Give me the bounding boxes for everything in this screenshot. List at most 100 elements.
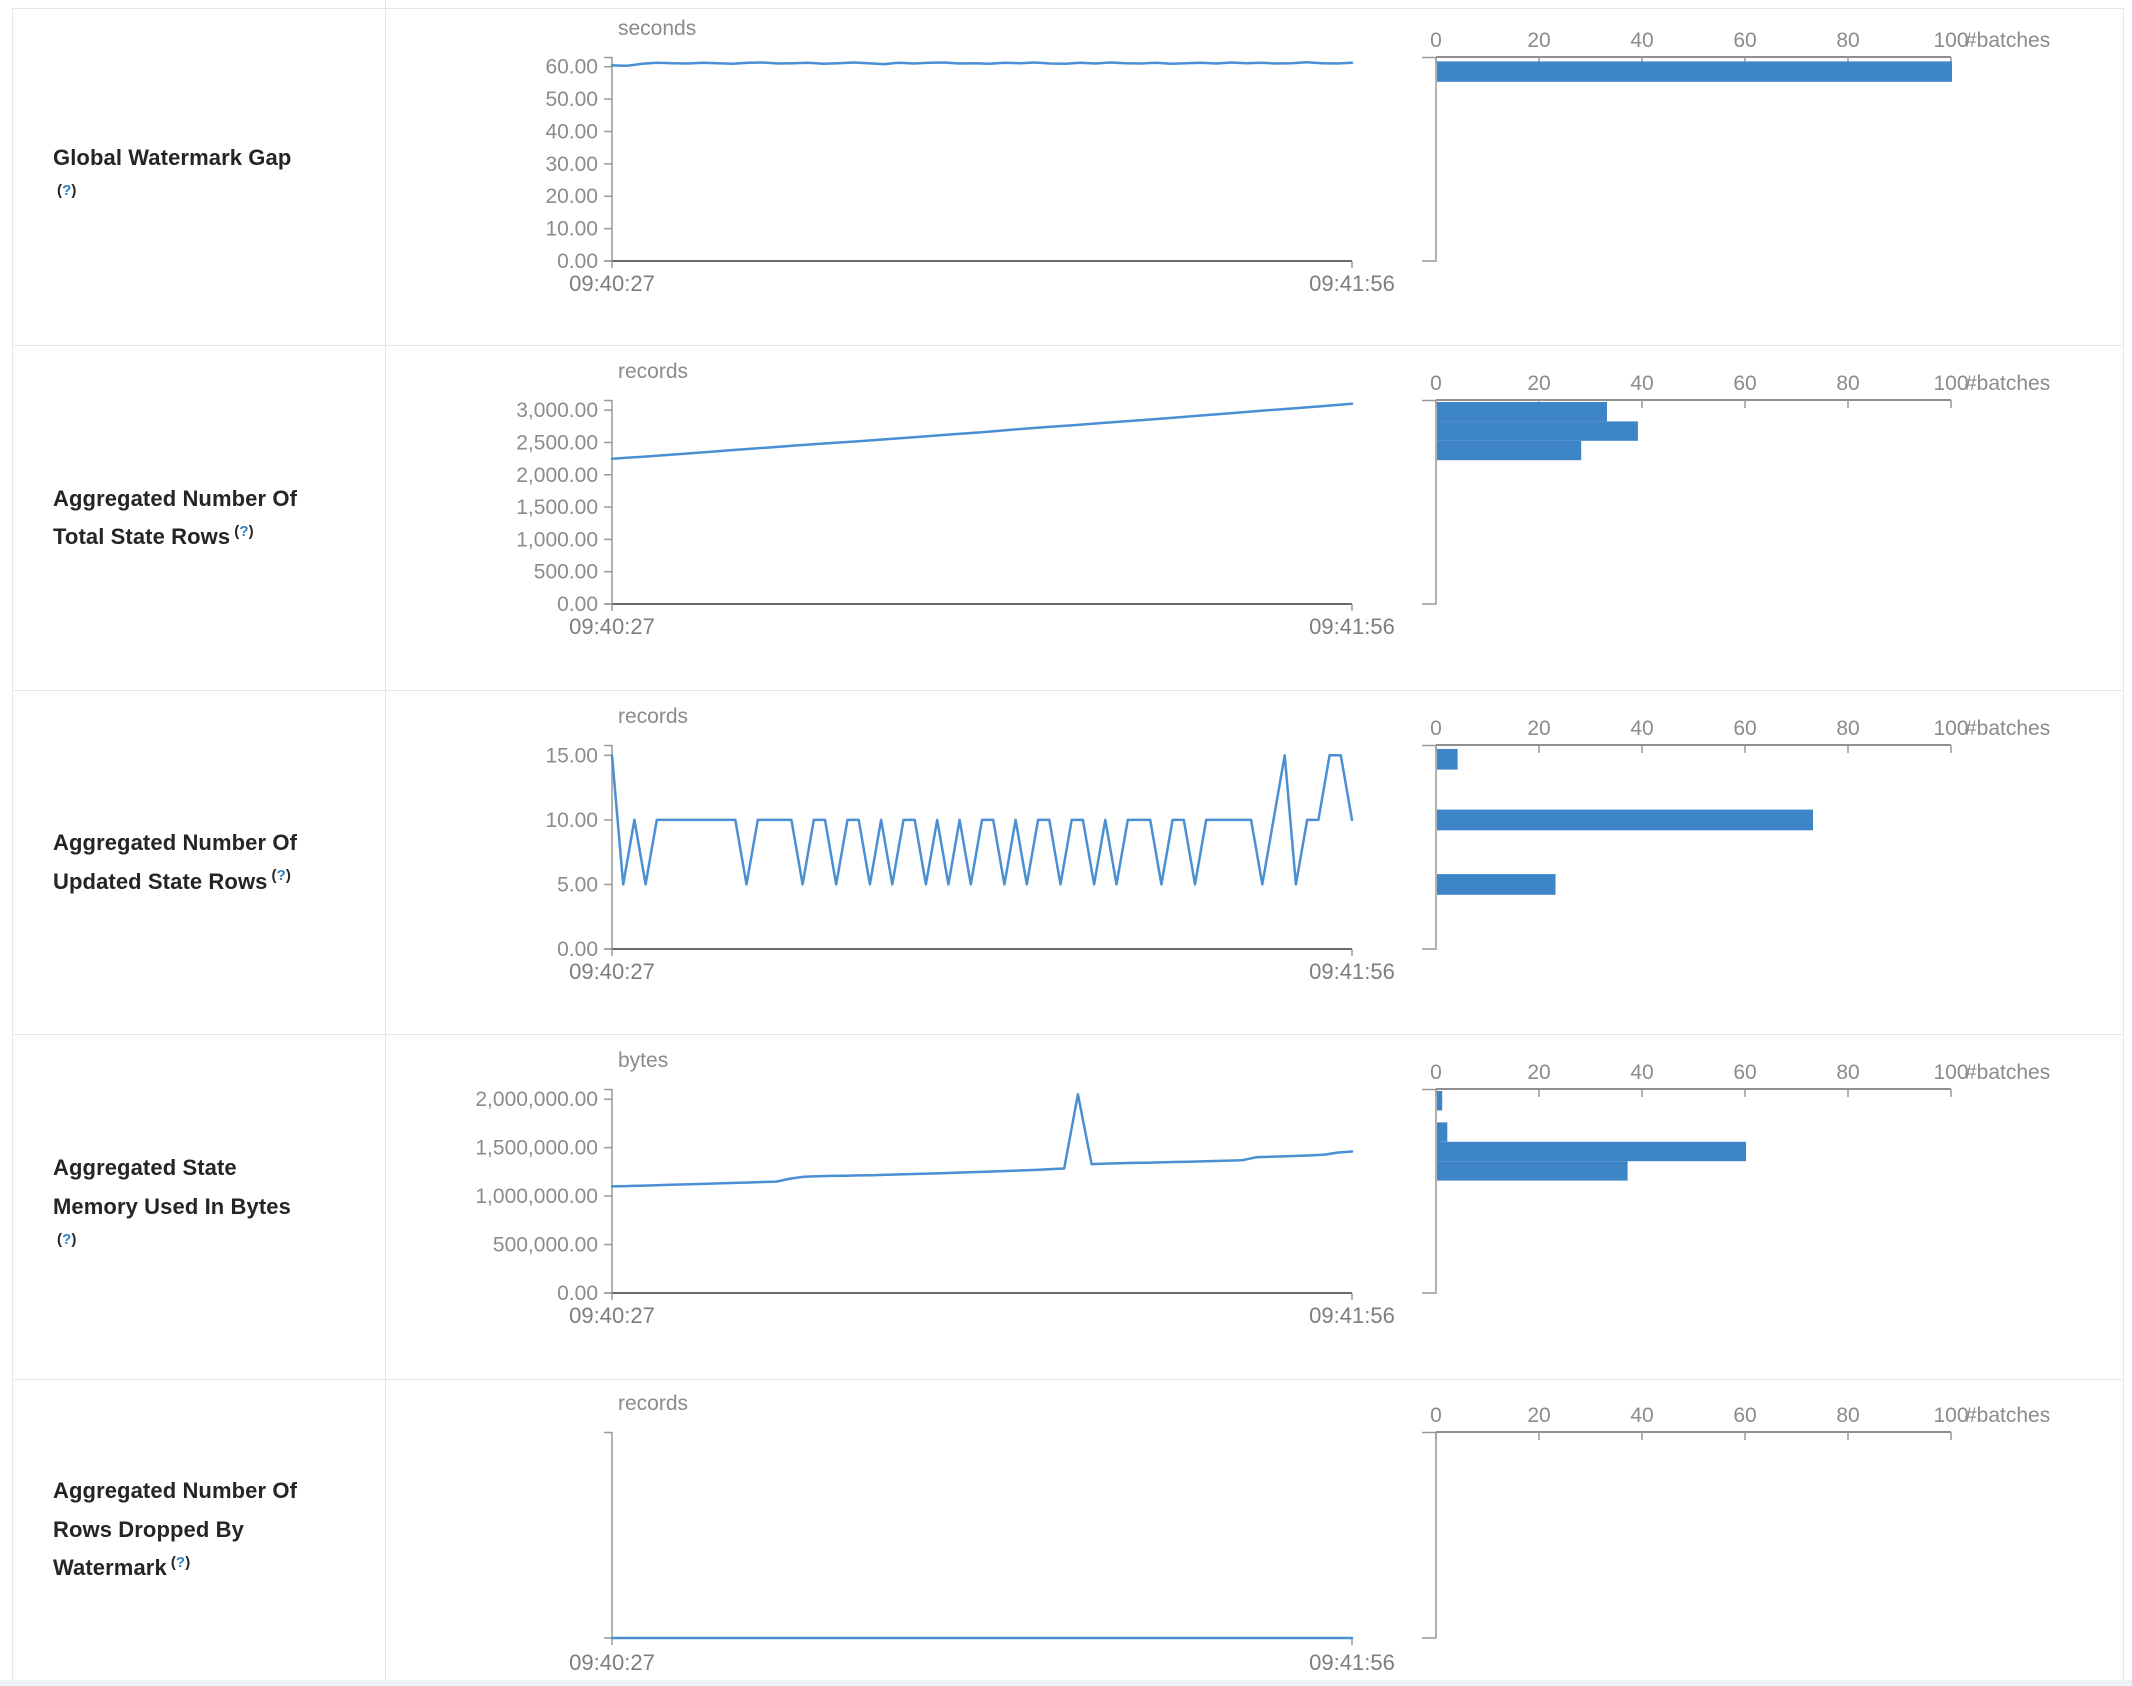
histogram-tick-label: 100 — [1933, 717, 1968, 740]
help-question-icon: ? — [175, 1553, 186, 1571]
histogram-y-axis — [1422, 744, 1437, 950]
batches-axis-label: #batches — [1965, 372, 2050, 395]
timeline-line — [610, 754, 1354, 886]
histogram-tick-label: 60 — [1733, 1404, 1756, 1427]
y-tick-label: 1,000,000.00 — [475, 1185, 598, 1208]
help-paren-close: ) — [285, 867, 291, 885]
x-start-label: 09:40:27 — [569, 614, 655, 639]
timeline-and-histogram-chart: records 3,000.00 2,500.00 2,000.00 1,500.00 1… — [516, 360, 2050, 639]
y-tick-label: 15.00 — [545, 744, 598, 767]
y-tick-label: 500,000.00 — [493, 1234, 598, 1257]
column-divider — [385, 0, 386, 8]
help-paren-close: ) — [71, 181, 77, 199]
metric-title-text: Aggregated State Memory Used In Bytes — [53, 1155, 291, 1219]
metric-label-cell: Aggregated State Memory Used In Bytes (?) — [13, 1035, 386, 1379]
histogram-tick-label: 0 — [1430, 29, 1442, 52]
y-tick-label: 2,500.00 — [516, 432, 598, 455]
x-start-label: 09:40:27 — [569, 1650, 655, 1675]
histogram-tick-label: 40 — [1630, 1404, 1653, 1427]
previous-row-sliver — [12, 0, 2124, 8]
metric-title: Aggregated Number Of Rows Dropped By Water… — [53, 1472, 297, 1588]
y-tick-label: 40.00 — [545, 120, 598, 143]
help-question-icon: ? — [276, 867, 286, 885]
help-link[interactable]: (?) — [272, 867, 291, 884]
unit-label: bytes — [618, 1049, 668, 1072]
timeline-line — [610, 1093, 1354, 1188]
metric-label-cell: Aggregated Number Of Updated State Rows (?… — [13, 691, 386, 1034]
help-paren-close: ) — [248, 522, 254, 540]
charts-cell: records 3,000.00 2,500.00 2,000.00 1,500.00 1… — [386, 346, 2123, 690]
y-tick-label: 2,000,000.00 — [475, 1088, 598, 1111]
x-start-label: 09:40:27 — [569, 271, 655, 296]
help-question-icon: ? — [62, 181, 72, 199]
histogram-tick-label: 60 — [1733, 717, 1756, 740]
histogram-tick-label: 60 — [1733, 1061, 1756, 1084]
histogram-tick-label: 100 — [1933, 1061, 1968, 1084]
histogram-tick-label: 20 — [1527, 29, 1550, 52]
y-tick-label: 0.00 — [557, 1282, 598, 1305]
y-tick-label: 10.00 — [545, 809, 598, 832]
help-paren-close: ) — [185, 1553, 191, 1571]
charts-cell: records 15.00 10.00 5.00 0.00 09:40:27 09:41:5… — [386, 691, 2123, 1034]
unit-label: seconds — [618, 17, 696, 40]
histogram-bar — [1437, 1161, 1628, 1181]
batches-axis-label: #batches — [1965, 1404, 2050, 1427]
metric-title-text: Aggregated Number Of Updated State Rows — [53, 830, 298, 894]
help-paren-open: ( — [170, 1553, 176, 1571]
histogram-tick-label: 80 — [1836, 29, 1859, 52]
timeline-line — [610, 402, 1354, 460]
batches-axis-label: #batches — [1965, 29, 2050, 52]
help-question-icon: ? — [62, 1230, 72, 1248]
help-link[interactable]: (?) — [171, 1554, 190, 1571]
help-link[interactable]: (?) — [57, 182, 76, 199]
y-tick-label: 0.00 — [557, 938, 598, 961]
metric-title: Aggregated Number Of Total State Rows (?) — [53, 480, 297, 557]
histogram-tick-label: 60 — [1733, 29, 1756, 52]
y-axis — [604, 1431, 613, 1639]
unit-label: records — [618, 1392, 688, 1415]
histogram-y-axis — [1422, 399, 1437, 605]
help-paren-open: ( — [271, 867, 277, 885]
y-tick-label: 0.00 — [557, 593, 598, 616]
batches-axis-label: #batches — [1965, 717, 2050, 740]
metric-row-global-watermark-gap: Global Watermark Gap (?) seconds 60.00 50.0… — [13, 9, 2123, 346]
help-paren-close: ) — [71, 1230, 77, 1248]
histogram-tick-label: 60 — [1733, 372, 1756, 395]
x-end-label: 09:41:56 — [1309, 1303, 1395, 1328]
x-start-label: 09:40:27 — [569, 1303, 655, 1328]
histogram-bar — [1437, 61, 1952, 82]
help-paren-open: ( — [57, 1230, 63, 1248]
histogram-bar — [1437, 440, 1582, 461]
y-tick-label: 3,000.00 — [516, 399, 598, 422]
x-start-label: 09:40:27 — [569, 959, 655, 984]
unit-label: records — [618, 705, 688, 728]
histogram-tick-label: 80 — [1836, 1404, 1859, 1427]
y-tick-label: 0.00 — [557, 250, 598, 273]
y-tick-label: 50.00 — [545, 88, 598, 111]
help-link[interactable]: (?) — [57, 1231, 76, 1248]
histogram-bar — [1437, 874, 1556, 895]
charts-cell: bytes 2,000,000.00 1,500,000.00 1,000,000.0… — [386, 1035, 2123, 1379]
help-link[interactable]: (?) — [234, 523, 253, 540]
unit-label: records — [618, 360, 688, 383]
histogram-tick-label: 40 — [1630, 717, 1653, 740]
metric-row-rows-dropped-by-watermark: Aggregated Number Of Rows Dropped By Water… — [13, 1380, 2123, 1681]
y-axis — [604, 56, 613, 262]
y-tick-label: 10.00 — [545, 218, 598, 241]
x-end-label: 09:41:56 — [1309, 614, 1395, 639]
metric-row-state-memory-used: Aggregated State Memory Used In Bytes (?) … — [13, 1035, 2123, 1380]
histogram-y-axis — [1422, 1088, 1437, 1294]
histogram-tick-label: 0 — [1430, 1061, 1442, 1084]
histogram-tick-label: 80 — [1836, 1061, 1859, 1084]
y-tick-label: 20.00 — [545, 185, 598, 208]
histogram-tick-label: 100 — [1933, 1404, 1968, 1427]
histogram-bar — [1437, 809, 1813, 831]
histogram-tick-label: 0 — [1430, 372, 1442, 395]
help-paren-open: ( — [234, 522, 240, 540]
page-background — [0, 1680, 2132, 1686]
help-question-icon: ? — [239, 522, 249, 540]
histogram-tick-label: 80 — [1836, 717, 1859, 740]
y-tick-label: 30.00 — [545, 153, 598, 176]
charts-cell: seconds 60.00 50.00 40.00 30.00 20.00 10.00 0.0… — [386, 9, 2123, 345]
